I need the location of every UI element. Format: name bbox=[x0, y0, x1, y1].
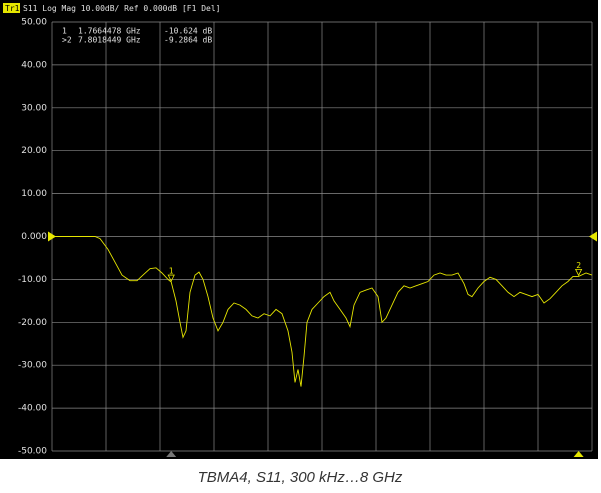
marker bbox=[167, 274, 175, 282]
y-tick-label: -30.00 bbox=[18, 361, 47, 371]
readout-freq: 7.8018449 GHz bbox=[78, 36, 141, 45]
screen bbox=[0, 0, 598, 459]
y-tick-label: 30.00 bbox=[21, 103, 47, 113]
y-tick-label: 20.00 bbox=[21, 146, 47, 156]
y-tick-label: -10.00 bbox=[18, 275, 47, 285]
caption: TBMA4, S11, 300 kHz…8 GHz bbox=[198, 469, 403, 486]
readout-value: -9.2864 dB bbox=[164, 36, 212, 45]
ref-marker-right bbox=[589, 231, 597, 242]
y-tick-label: -20.00 bbox=[18, 318, 47, 328]
marker-axis-pointer bbox=[573, 451, 584, 457]
y-tick-label: 40.00 bbox=[21, 60, 47, 70]
trace bbox=[52, 236, 593, 387]
y-tick-label: 10.00 bbox=[21, 189, 47, 199]
header: S11 Log Mag 10.00dB/ Ref 0.000dB [F1 Del… bbox=[23, 4, 220, 13]
marker-axis-pointer bbox=[166, 451, 177, 457]
y-tick-label: 50.00 bbox=[21, 18, 47, 28]
readout-id: >2 bbox=[62, 36, 72, 45]
marker-label: 2 bbox=[576, 261, 581, 270]
y-tick-label: -40.00 bbox=[18, 404, 47, 414]
readout-value: -10.624 dB bbox=[164, 27, 212, 36]
marker bbox=[574, 268, 583, 277]
readout-freq: 1.7664478 GHz bbox=[78, 27, 141, 36]
marker-label: 1 bbox=[169, 267, 174, 276]
trace-label: Tr1 bbox=[5, 4, 20, 13]
trace-badge bbox=[3, 3, 20, 13]
y-tick-label: 0.000 bbox=[21, 232, 47, 242]
y-tick-label: -50.00 bbox=[18, 447, 47, 457]
readout-id: 1 bbox=[62, 27, 67, 36]
